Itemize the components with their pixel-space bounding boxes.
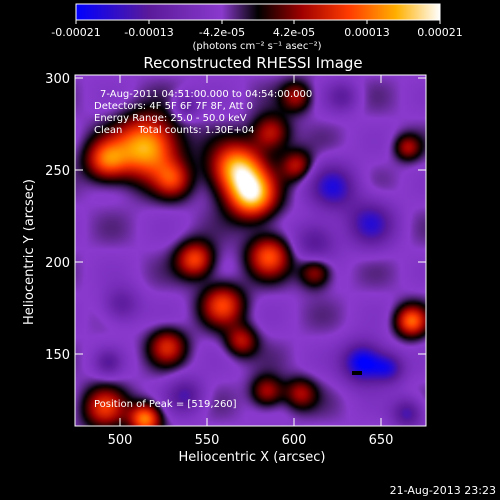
y-tick-label: 200 [45,256,70,271]
chart-title: Reconstructed RHESSI Image [143,54,362,72]
footer-date: 21-Aug-2013 23:23 [390,484,496,497]
colorbar-tick-label: 4.2e-05 [273,26,315,39]
y-tick-label: 150 [45,348,70,363]
colorbar [75,3,441,21]
plot-frame [74,74,427,427]
x-tick-label: 600 [282,433,307,448]
peak-marker [352,371,362,375]
annotation-time-range: 7-Aug-2011 04:51:00.000 to 04:54:00.000 [100,89,312,100]
annotation-peak-position: Position of Peak = [519,260] [94,399,237,410]
annotation-energy-range: Energy Range: 25.0 - 50.0 keV [94,113,247,124]
x-tick-label: 550 [195,433,220,448]
colorbar-tick-label: 0.00021 [417,26,463,39]
colorbar-tick-label: -0.00021 [51,26,100,39]
colorbar-tick-label: -0.00013 [124,26,173,39]
annotation-clean-counts: Clean Total counts: 1.30E+04 [94,125,254,136]
x-axis-label: Heliocentric X (arcsec) [179,450,326,465]
y-tick-label: 250 [45,164,70,179]
heatmap-image [75,75,426,426]
axis-ticks [75,75,426,426]
x-tick-label: 650 [369,433,394,448]
x-tick-label: 500 [108,433,133,448]
colorbar-units: (photons cm⁻² s⁻¹ asec⁻²) [192,41,321,52]
colorbar-tick-label: -4.2e-05 [199,26,245,39]
colorbar-tick-label: 0.00013 [344,26,390,39]
colorbar-ticks [75,20,441,24]
y-axis-label: Heliocentric Y (arcsec) [22,179,37,325]
annotation-detectors: Detectors: 4F 5F 6F 7F 8F, Att 0 [94,101,253,112]
y-tick-label: 300 [45,72,70,87]
